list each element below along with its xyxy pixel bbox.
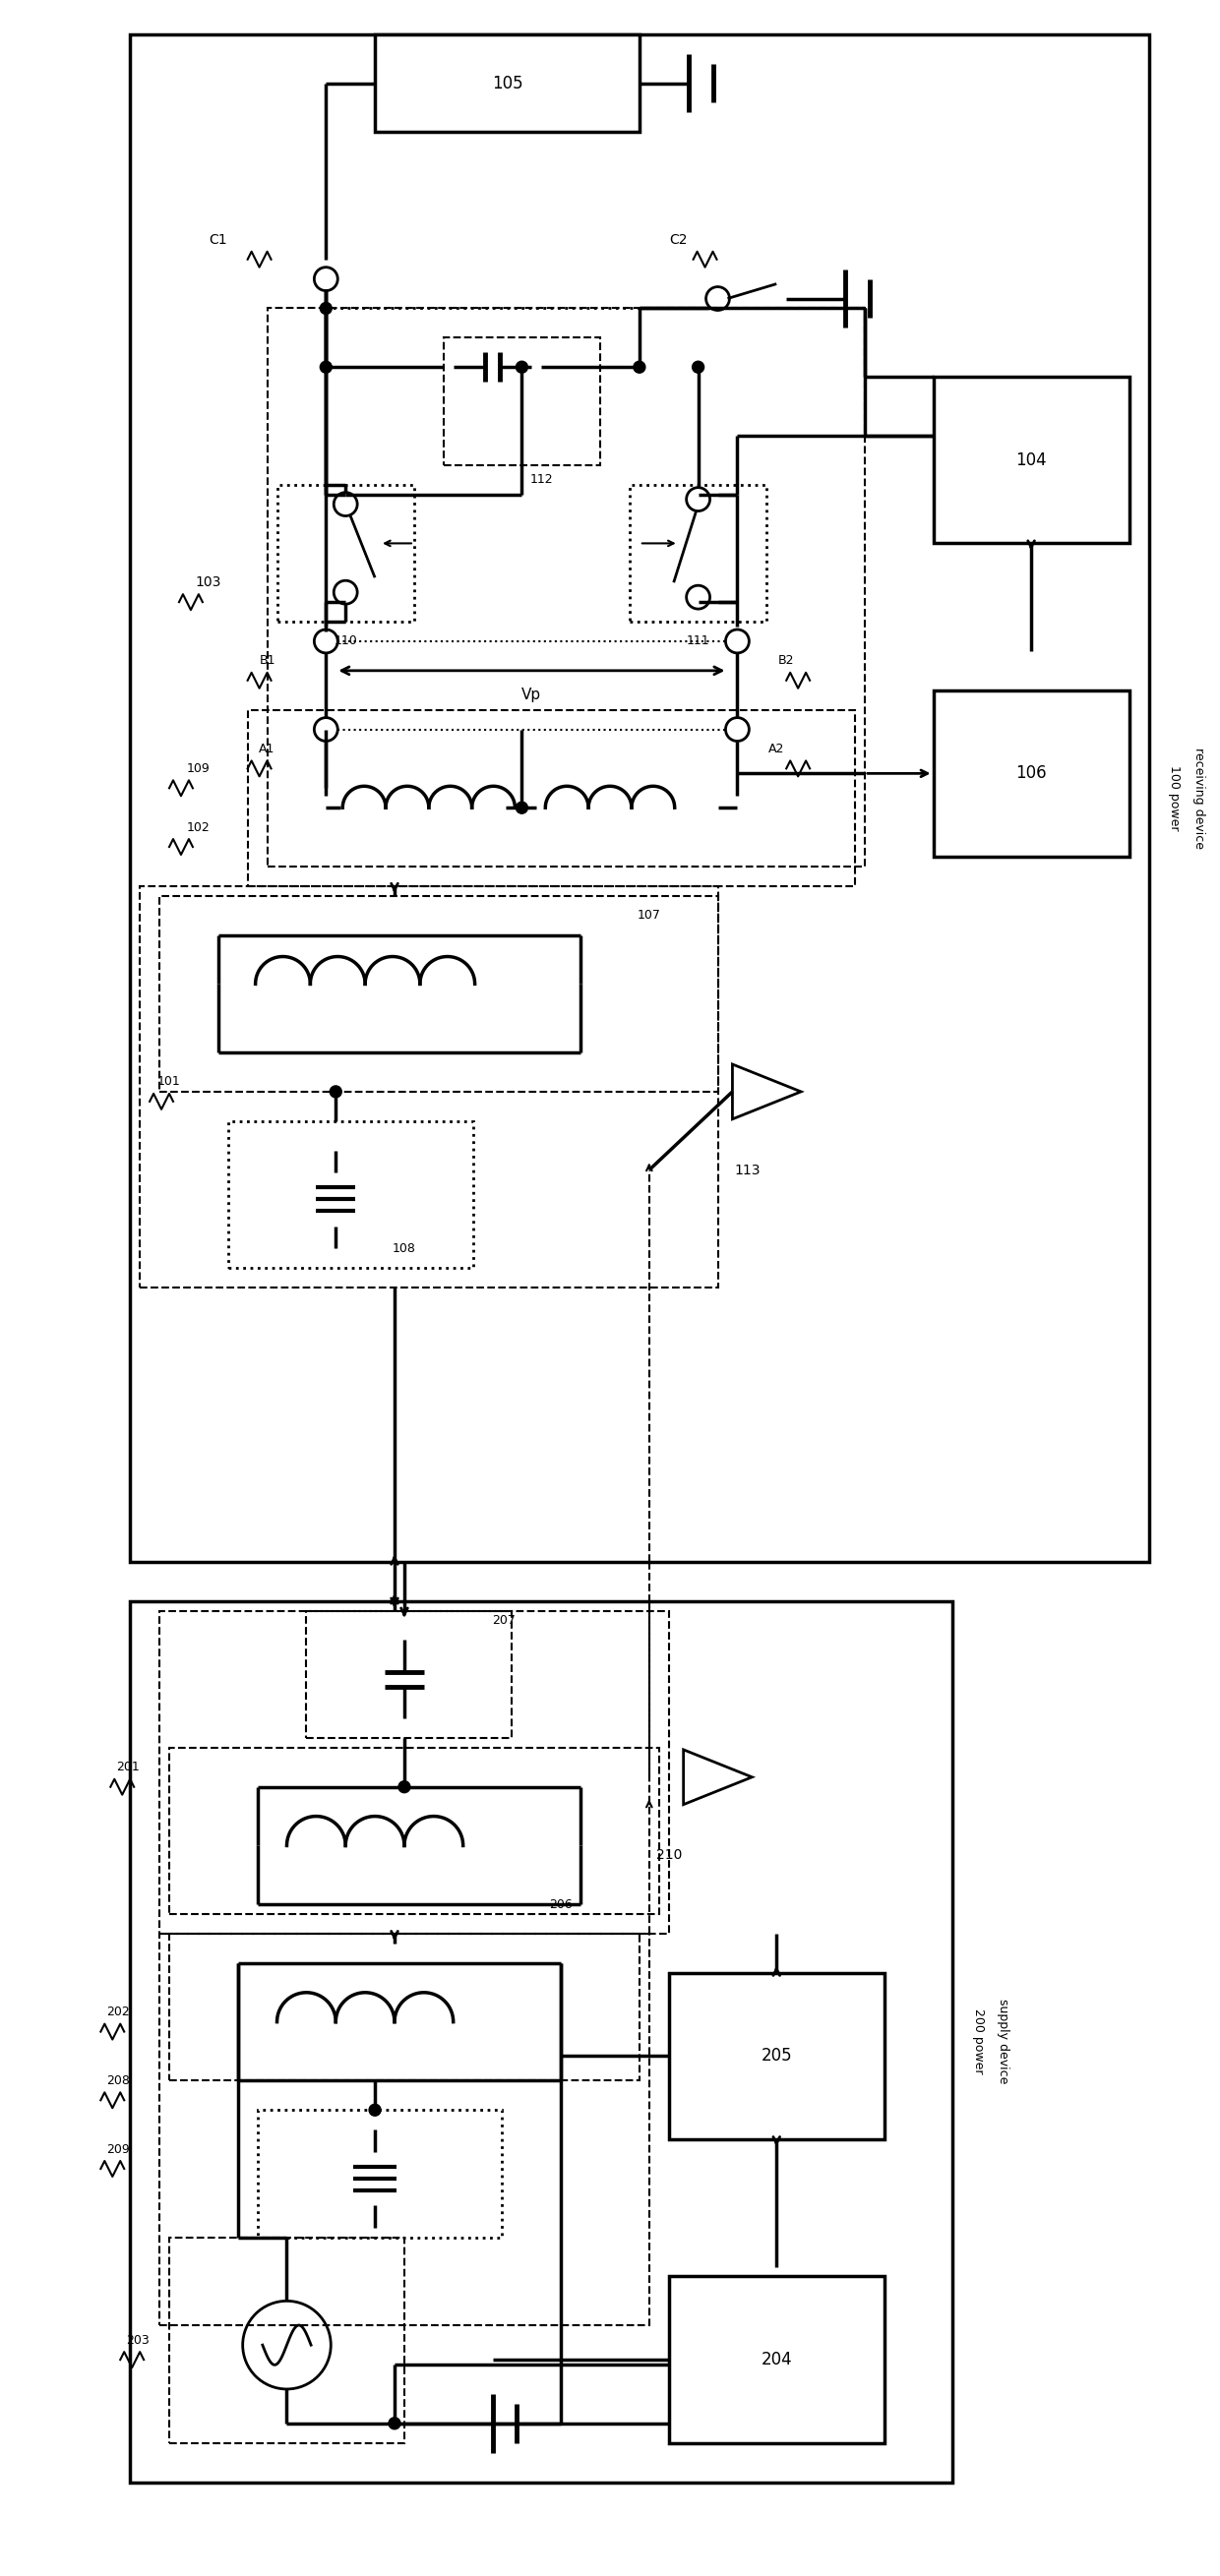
Circle shape bbox=[389, 2416, 400, 2429]
Circle shape bbox=[370, 2105, 381, 2115]
Text: C1: C1 bbox=[209, 232, 227, 247]
Text: 205: 205 bbox=[761, 2048, 792, 2066]
Circle shape bbox=[329, 1087, 342, 1097]
Text: B2: B2 bbox=[778, 654, 794, 667]
Text: 100 power: 100 power bbox=[1169, 765, 1181, 829]
Bar bbox=[375, 33, 639, 131]
Circle shape bbox=[516, 801, 528, 814]
Text: supply device: supply device bbox=[997, 1999, 1010, 2084]
Bar bbox=[669, 1973, 884, 2141]
Text: 108: 108 bbox=[393, 1242, 416, 1255]
Text: 110: 110 bbox=[334, 634, 357, 647]
Bar bbox=[277, 484, 414, 621]
Text: 107: 107 bbox=[637, 909, 661, 922]
Bar bbox=[669, 2277, 884, 2442]
Bar bbox=[131, 33, 1149, 1561]
Text: 200 power: 200 power bbox=[972, 2009, 986, 2074]
Bar bbox=[131, 1600, 953, 2483]
Circle shape bbox=[320, 361, 332, 374]
Text: A2: A2 bbox=[769, 742, 784, 755]
Text: 113: 113 bbox=[734, 1164, 760, 1177]
Bar bbox=[630, 484, 766, 621]
Bar bbox=[267, 309, 865, 866]
Text: C2: C2 bbox=[670, 232, 688, 247]
Circle shape bbox=[399, 1780, 410, 1793]
Bar bbox=[248, 711, 855, 886]
Text: 111: 111 bbox=[687, 634, 710, 647]
Text: 105: 105 bbox=[492, 75, 522, 93]
Text: 201: 201 bbox=[116, 1762, 140, 1775]
Text: 207: 207 bbox=[493, 1615, 516, 1628]
Text: 204: 204 bbox=[761, 2352, 792, 2367]
Text: 202: 202 bbox=[106, 2007, 131, 2020]
Text: 208: 208 bbox=[106, 2074, 131, 2087]
Bar bbox=[228, 1121, 473, 1267]
Text: 203: 203 bbox=[127, 2334, 150, 2347]
Bar bbox=[170, 1935, 639, 2081]
Bar bbox=[257, 2110, 503, 2239]
Bar bbox=[140, 886, 717, 1288]
Bar bbox=[933, 690, 1130, 858]
Text: 104: 104 bbox=[1015, 451, 1047, 469]
Text: 206: 206 bbox=[549, 1899, 572, 1911]
Bar bbox=[306, 1610, 512, 1739]
Text: B1: B1 bbox=[259, 654, 276, 667]
Bar bbox=[444, 337, 600, 466]
Text: 209: 209 bbox=[106, 2143, 131, 2156]
Text: receiving device: receiving device bbox=[1193, 747, 1205, 848]
Text: 101: 101 bbox=[157, 1077, 181, 1087]
Circle shape bbox=[516, 361, 528, 374]
Text: 102: 102 bbox=[187, 822, 210, 835]
Text: 103: 103 bbox=[195, 574, 221, 590]
Text: 109: 109 bbox=[187, 762, 210, 775]
Text: 210: 210 bbox=[656, 1850, 682, 1862]
Text: 112: 112 bbox=[529, 474, 553, 487]
Circle shape bbox=[320, 301, 332, 314]
Bar bbox=[170, 1747, 659, 1914]
Bar bbox=[160, 896, 717, 1092]
Bar bbox=[160, 1935, 649, 2326]
Text: A1: A1 bbox=[259, 742, 276, 755]
Bar bbox=[170, 2239, 404, 2442]
Bar bbox=[160, 1610, 669, 1935]
Text: Vp: Vp bbox=[522, 688, 542, 703]
Circle shape bbox=[633, 361, 645, 374]
Text: 106: 106 bbox=[1015, 765, 1047, 783]
Bar bbox=[933, 376, 1130, 544]
Circle shape bbox=[692, 361, 704, 374]
